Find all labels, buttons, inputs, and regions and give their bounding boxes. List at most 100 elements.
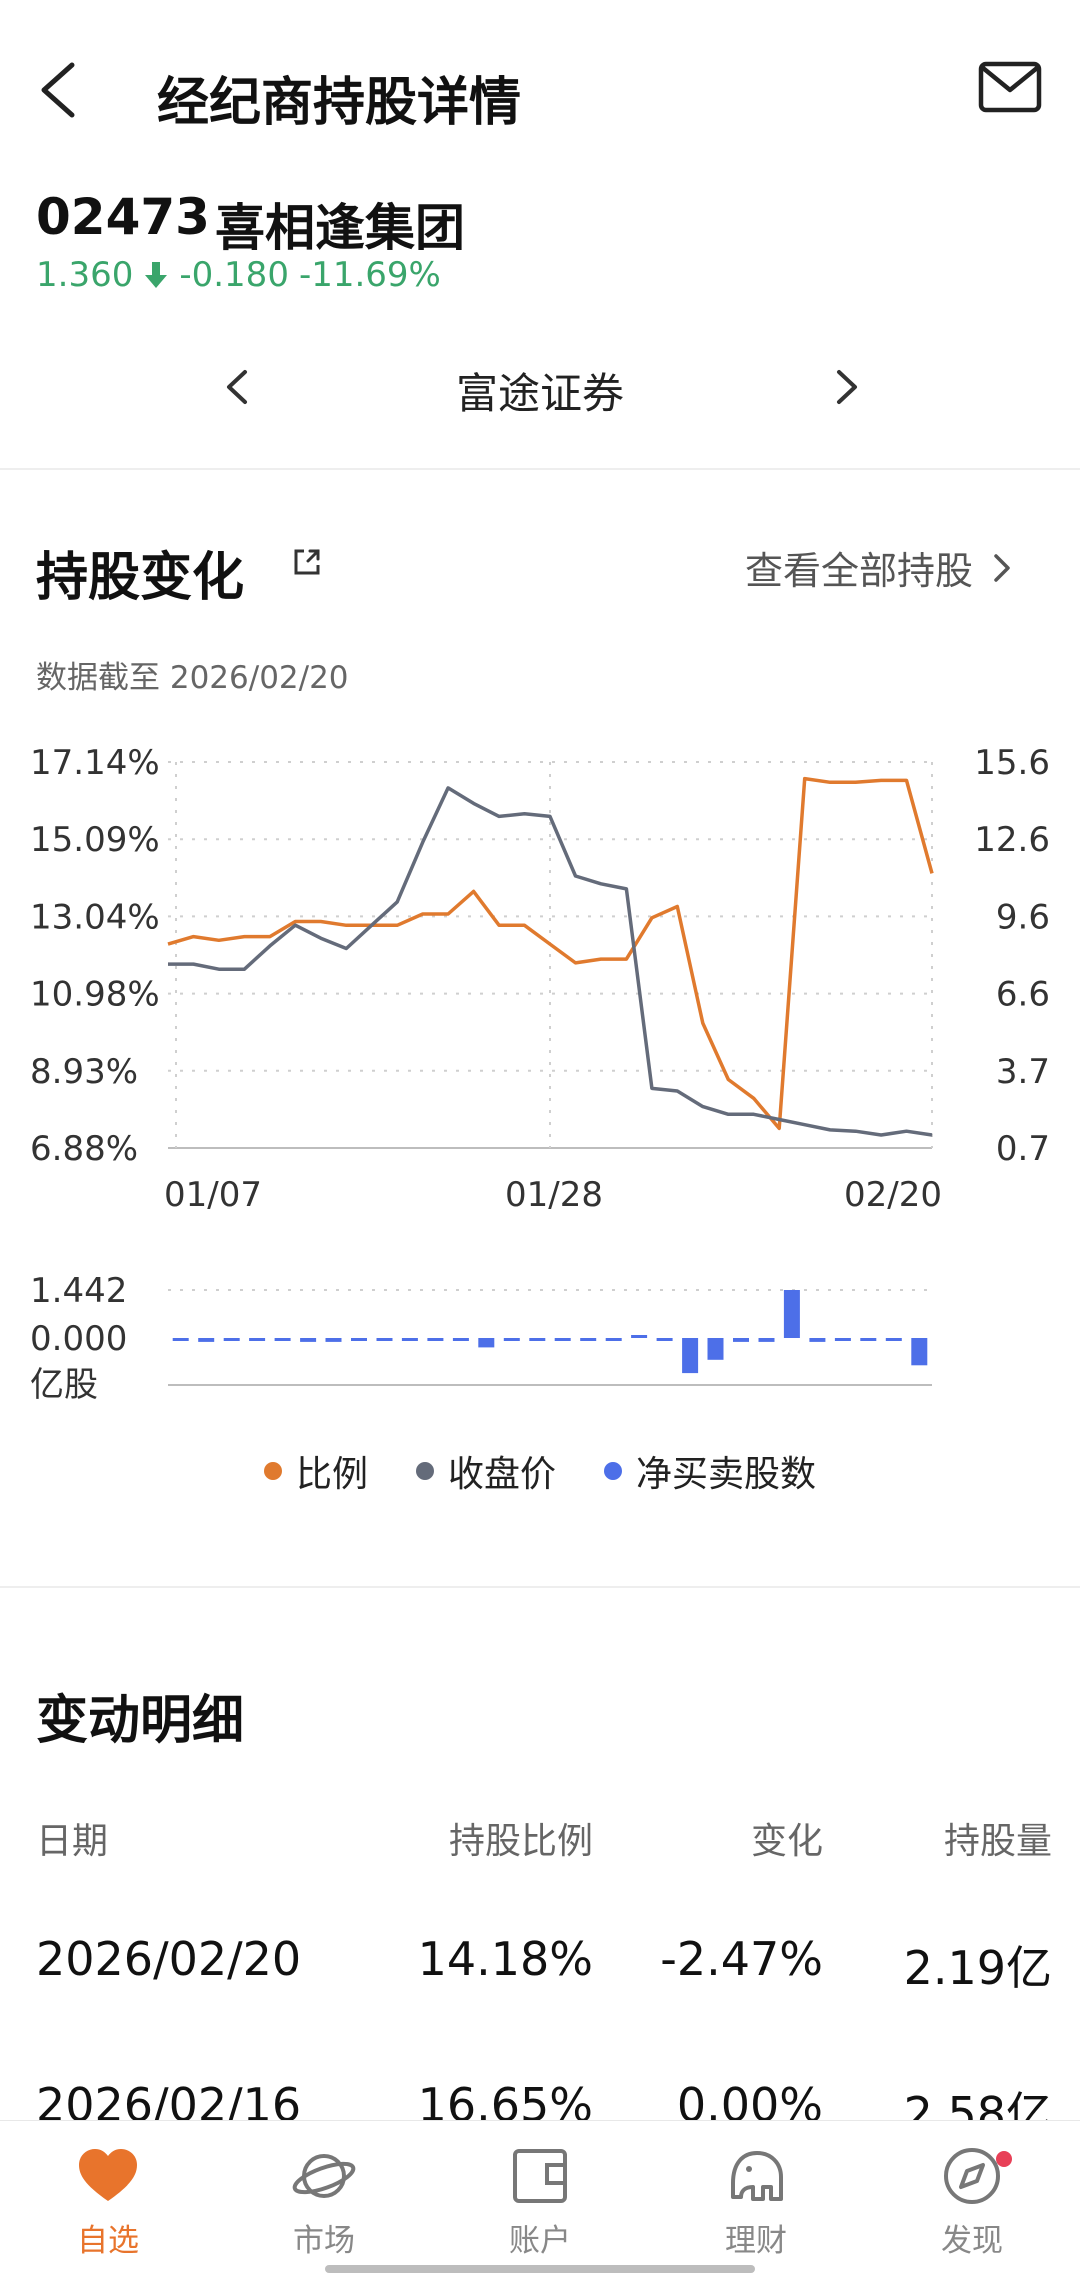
x-tick-label: 01/07 <box>164 1175 262 1215</box>
holding-chart: 17.14% 15.6 15.09% 12.6 13.04% 9.6 10.98% 6.6 8.… <box>30 743 1050 1405</box>
tab-label-account: 账户 <box>509 2223 571 2259</box>
notification-badge <box>996 2151 1012 2167</box>
y-left-tick-label: 10.98% <box>30 975 160 1015</box>
net-trade-bar <box>554 1338 571 1341</box>
share-icon <box>294 549 320 575</box>
legend-dot-ratio <box>263 1462 282 1480</box>
stock-quote: 1.360 -0.180 -11.69% <box>36 255 441 295</box>
net-trade-bar <box>911 1338 928 1366</box>
tab-label-market: 市场 <box>293 2223 355 2259</box>
holding-change-title: 持股变化 <box>36 548 245 608</box>
cell-holding: 2.19亿 <box>903 1941 1052 1995</box>
net-trade-bar <box>325 1338 342 1342</box>
column-header-change: 变化 <box>750 1821 823 1862</box>
net-trade-bar <box>682 1338 699 1374</box>
back-button[interactable] <box>30 55 90 125</box>
y-right-tick-label: 3.7 <box>996 1052 1050 1092</box>
legend-label-net-trade: 净买卖股数 <box>636 1454 817 1495</box>
y-right-tick-label: 6.6 <box>996 975 1050 1015</box>
net-trade-bar <box>274 1338 291 1341</box>
y-right-tick-label: 0.7 <box>996 1129 1050 1169</box>
legend-item-net-trade[interactable]: 净买卖股数 <box>604 1445 816 1497</box>
net-trade-bar <box>351 1338 367 1341</box>
net-trade-bar <box>401 1338 418 1341</box>
net-trade-bar <box>656 1338 673 1341</box>
tab-wealth[interactable]: 理财 <box>676 2143 836 2263</box>
chevron-left-icon <box>41 62 75 118</box>
heart-icon <box>79 2149 137 2201</box>
tab-market[interactable]: 市场 <box>244 2143 404 2263</box>
net-trade-bar <box>249 1338 266 1341</box>
net-trade-bar <box>860 1338 877 1341</box>
net-trade-bar <box>631 1335 648 1338</box>
column-header-holding: 持股量 <box>943 1821 1052 1862</box>
tab-label-wealth: 理财 <box>725 2223 787 2259</box>
cell-ratio: 14.18% <box>417 1932 593 1986</box>
legend-label-ratio: 比例 <box>295 1454 368 1495</box>
legend-item-ratio[interactable]: 比例 <box>263 1445 368 1497</box>
share-button[interactable] <box>290 545 324 579</box>
net-trade-bar <box>783 1290 800 1338</box>
bar-y-tick-label: 0.000 <box>30 1319 127 1359</box>
net-trade-bar <box>580 1338 597 1341</box>
net-trade-bar <box>223 1338 240 1341</box>
stock-code: 02473 <box>36 188 210 246</box>
mail-button[interactable] <box>975 58 1045 118</box>
y-right-tick-label: 9.6 <box>996 897 1050 937</box>
chevron-right-icon <box>994 553 1010 582</box>
tab-watchlist[interactable]: 自选 <box>28 2143 188 2263</box>
change-detail-title: 变动明细 <box>36 1691 245 1751</box>
y-left-tick-label: 13.04% <box>30 897 160 937</box>
legend-label-close-price: 收盘价 <box>447 1454 556 1495</box>
home-indicator <box>325 2265 755 2273</box>
column-header-ratio: 持股比例 <box>448 1821 593 1862</box>
net-trade-bar <box>452 1338 469 1341</box>
y-right-tick-label: 15.6 <box>974 743 1050 783</box>
elephant-icon <box>731 2151 783 2201</box>
previous-broker-button[interactable] <box>215 362 259 412</box>
chevron-right-icon <box>837 370 857 404</box>
data-date: 数据截至 2026/02/20 <box>36 660 349 696</box>
top-bar: 经纪商持股详情 <box>0 0 1080 180</box>
tab-label-discover: 发现 <box>941 2223 1003 2259</box>
view-all-holdings-link[interactable]: 查看全部持股 <box>745 540 1013 595</box>
net-trade-bar <box>300 1338 317 1342</box>
chart-legend: 比例 收盘价 净买卖股数 <box>0 1445 1080 1497</box>
broker-name: 富途证券 <box>455 369 624 418</box>
x-tick-label: 01/28 <box>505 1175 603 1215</box>
y-left-tick-label: 17.14% <box>30 743 160 783</box>
tab-label-watchlist: 自选 <box>77 2223 139 2259</box>
net-trade-bar <box>198 1338 215 1342</box>
tab-account[interactable]: 账户 <box>460 2143 620 2263</box>
net-trade-bar <box>733 1338 749 1342</box>
cell-change: -2.47% <box>660 1932 823 1986</box>
chevron-left-icon <box>227 370 247 404</box>
cell-date: 2026/02/20 <box>36 1932 302 1986</box>
table-row[interactable]: 2026/02/20 14.18% -2.47% 2.19亿 <box>0 1932 1080 2002</box>
section-divider <box>0 468 1080 470</box>
column-header-date: 日期 <box>36 1821 109 1862</box>
arrow-down-icon <box>145 262 168 288</box>
next-broker-button[interactable] <box>825 362 869 412</box>
y-left-tick-label: 8.93% <box>30 1052 138 1092</box>
table-header: 日期 持股比例 变化 持股量 <box>0 1812 1080 1868</box>
legend-item-close-price[interactable]: 收盘价 <box>415 1445 556 1497</box>
wallet-icon <box>513 2149 567 2203</box>
net-trade-bar <box>427 1338 444 1341</box>
x-tick-label: 02/20 <box>844 1175 942 1215</box>
stock-price: 1.360 <box>36 255 134 295</box>
net-trade-bar <box>834 1338 851 1341</box>
net-trade-bar <box>376 1338 393 1341</box>
tab-discover[interactable]: 发现 <box>892 2143 1052 2263</box>
compass-icon <box>944 2148 1000 2204</box>
y-left-tick-label: 6.88% <box>30 1129 138 1169</box>
bottom-tab-bar: 自选 市场 账户 理财 发现 <box>0 2120 1080 2280</box>
bar-y-tick-label: 1.442 <box>30 1271 127 1311</box>
net-trade-bar <box>885 1338 902 1341</box>
net-trade-bar <box>503 1338 520 1341</box>
mail-icon <box>978 61 1042 113</box>
planet-icon <box>292 2154 356 2198</box>
stock-change-pct: -11.69% <box>298 255 441 295</box>
stock-change: -0.180 <box>179 255 289 295</box>
net-trade-bar <box>809 1338 826 1342</box>
